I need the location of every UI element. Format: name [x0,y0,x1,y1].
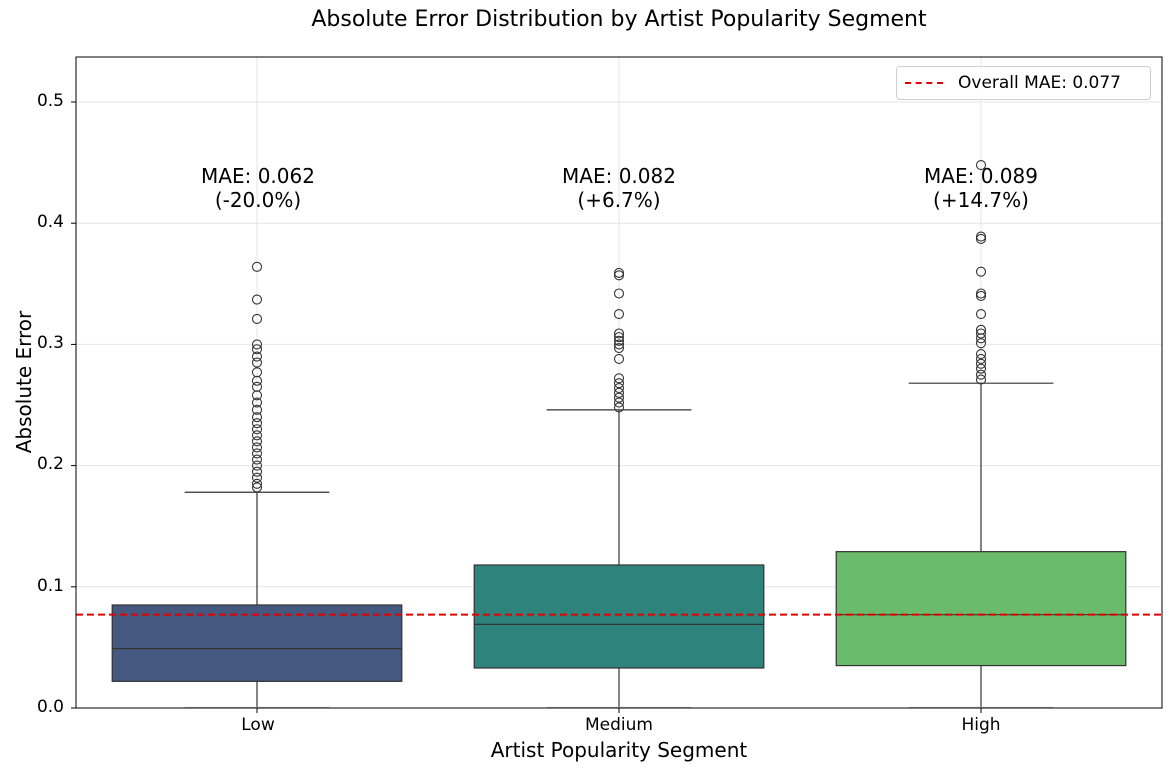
legend-label: Overall MAE: 0.077 [958,73,1121,93]
annotation-medium: MAE: 0.082 (+6.7%) [519,164,719,212]
outlier-point [613,270,625,281]
annotation-low: MAE: 0.062 (-20.0%) [158,164,358,212]
outlier-point [251,430,263,441]
y-tick-label: 0.3 [36,333,64,353]
outlier-point [975,231,987,242]
outlier-point [613,332,625,343]
outlier-point [975,358,987,369]
box-low [111,604,403,682]
outlier-point [251,404,263,415]
outlier-point [975,369,987,380]
annotation-high: MAE: 0.089 (+14.7%) [881,164,1081,212]
outlier-point [613,335,625,346]
outlier-point [613,328,625,339]
outlier-point [251,482,263,493]
outlier-point [975,290,987,301]
annotation-pct: (+14.7%) [933,188,1029,212]
y-tick-label: 0.0 [36,697,64,717]
y-tick-label: 0.5 [36,91,64,111]
outlier-point [975,349,987,360]
outlier-point [613,267,625,278]
y-tick-label: 0.4 [36,212,64,232]
outlier-point [251,472,263,483]
x-tick-label: Medium [585,715,653,735]
outlier-point [613,342,625,354]
outlier-point [251,397,263,408]
dashed-line-swatch-icon [905,82,943,84]
outlier-point [613,288,625,299]
y-tick-label: 0.2 [36,454,64,474]
outlier-point [613,392,625,403]
outlier-point [975,338,987,349]
annotation-mae: MAE: 0.089 [924,164,1038,188]
x-axis-label: Artist Popularity Segment [490,738,748,762]
y-tick-label: 0.1 [36,576,64,596]
annotation-pct: (-20.0%) [214,188,302,212]
outlier-point [251,478,263,489]
outlier-point [975,363,987,374]
outlier-point [975,324,987,335]
chart-title: Absolute Error Distribution by Artist Po… [311,7,927,32]
outlier-point [975,328,987,339]
outlier-point [975,374,987,385]
annotation-mae: MAE: 0.082 [562,164,676,188]
box-high [835,551,1127,667]
outlier-point [975,288,987,299]
outlier-point [251,442,263,453]
outlier-point [613,353,625,364]
outlier-point [251,424,263,435]
outlier-point [975,309,987,320]
y-axis-label: Absolute Error [12,310,36,454]
outlier-point [613,373,625,384]
outlier-point [251,294,263,305]
outlier-point [251,313,263,324]
outlier-point [975,353,987,364]
outlier-point [251,357,263,368]
outlier-point [251,261,263,272]
outlier-point [613,397,625,408]
outlier-point [251,339,263,350]
x-tick-label: Low [241,715,275,735]
outlier-point [251,448,263,459]
outlier-point [251,381,263,392]
outlier-point [613,382,625,394]
annotation-pct: (+6.7%) [577,188,661,212]
outlier-point [251,466,263,477]
plot-frame [75,56,1163,709]
outlier-point [975,266,987,277]
outlier-point [613,387,625,398]
outlier-point [975,159,987,171]
outlier-point [613,378,625,389]
outlier-point [251,436,263,447]
outlier-point [251,367,263,378]
outlier-point [251,418,263,429]
outlier-point [613,309,625,320]
annotation-mae: MAE: 0.062 [201,164,315,188]
outlier-point [251,344,263,355]
outlier-point [613,339,625,350]
legend: Overall MAE: 0.077 [896,66,1151,100]
outlier-point [251,412,263,423]
outlier-point [251,460,263,471]
x-tick-label: High [961,715,1001,735]
box-medium [473,564,765,669]
outlier-point [613,402,625,413]
outlier-point [251,351,263,362]
outlier-point [975,233,987,245]
outlier-point [251,454,263,465]
